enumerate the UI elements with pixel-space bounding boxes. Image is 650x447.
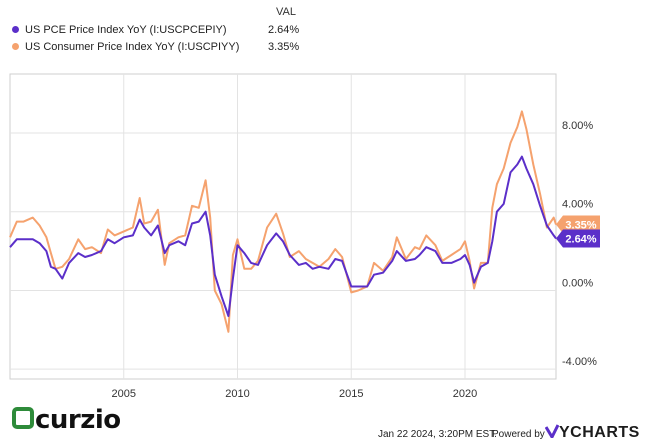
footer: curzio Jan 22 2024, 3:20PM EST. Powered … [0, 400, 650, 447]
legend-item-cpi[interactable]: US Consumer Price Index YoY (I:USCPIYY) … [12, 39, 312, 55]
brand-mark-icon [12, 406, 34, 429]
end-value-tag-shape [556, 215, 600, 234]
plot-area [9, 73, 557, 380]
end-value-label: 3.35% [565, 220, 596, 232]
series-color-dot-icon [12, 42, 19, 50]
y-tick-label: 4.00% [562, 199, 593, 211]
legend-label: US Consumer Price Index YoY (I:USCPIYY) [25, 41, 240, 53]
timestamp: Jan 22 2024, 3:20PM EST. [378, 429, 497, 440]
x-tick-label: 2010 [225, 388, 249, 400]
end-value-tag-shape [556, 229, 600, 248]
series-color-dot-icon [12, 25, 19, 33]
ycharts-mark-icon [544, 424, 560, 441]
ycharts-logo: YCHARTS [544, 424, 640, 442]
y-tick-label: -4.00% [562, 356, 597, 368]
legend-value-header: VAL [276, 6, 296, 18]
brand-name: curzio [35, 405, 121, 435]
x-axis-ticks: 2005 2010 2015 2020 [112, 388, 478, 400]
y-tick-label: 0.00% [562, 277, 593, 289]
series-lines [9, 110, 557, 333]
grid-lines [10, 74, 556, 379]
x-tick-label: 2005 [112, 388, 136, 400]
y-axis-ticks: -4.00% 0.00% 4.00% 8.00% [562, 120, 597, 368]
legend-value: 3.35% [268, 41, 300, 53]
x-tick-label: 2015 [339, 388, 363, 400]
end-value-label: 2.64% [565, 234, 596, 246]
legend-label: US PCE Price Index YoY (I:USCPCEPIY) [25, 24, 227, 36]
brand-logo: curzio [12, 405, 121, 435]
end-value-tag: 3.35% [556, 215, 600, 234]
y-tick-label: 8.00% [562, 120, 593, 132]
series-line-pce [9, 155, 557, 317]
ycharts-wordmark: YCHARTS [559, 424, 640, 441]
end-value-tag: 2.64% [556, 229, 600, 248]
legend-value: 2.64% [268, 24, 300, 36]
end-value-labels: 3.35% 2.64% [556, 215, 600, 248]
legend-item-pce[interactable]: US PCE Price Index YoY (I:USCPCEPIY) 2.6… [12, 22, 312, 38]
powered-by-label: Powered by [492, 429, 545, 440]
x-tick-label: 2020 [453, 388, 477, 400]
